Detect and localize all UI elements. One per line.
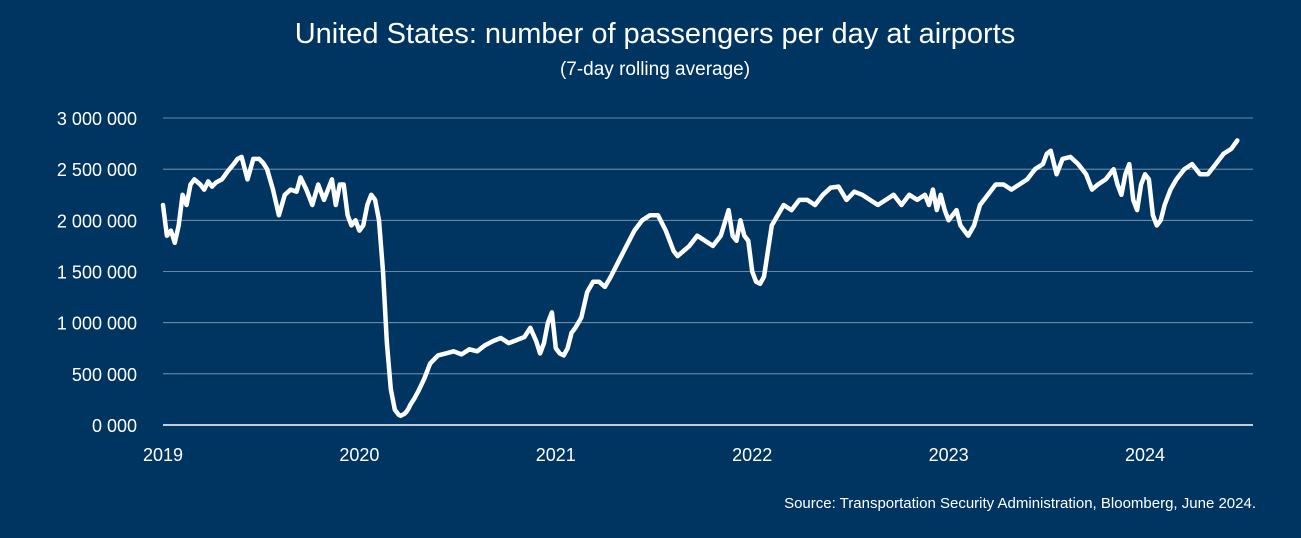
- y-tick-label: 2 500 000: [57, 160, 137, 180]
- passengers-series-line: [160, 138, 1240, 419]
- gridlines: [163, 117, 1253, 375]
- y-tick-label: 0 000: [92, 416, 137, 436]
- y-tick-label: 1 000 000: [57, 314, 137, 334]
- x-tick-label: 2021: [536, 445, 576, 465]
- y-tick-label: 2 000 000: [57, 211, 137, 231]
- y-tick-label: 3 000 000: [57, 109, 137, 129]
- chart-subtitle: (7-day rolling average): [560, 59, 750, 80]
- y-tick-label: 1 500 000: [57, 263, 137, 283]
- x-axis-tick-labels: 2019 2020 2021 2022 2023 2024: [143, 445, 1165, 465]
- y-axis-tick-labels: 0 000 500 000 1 000 000 1 500 000 2 000 000 2…: [57, 109, 137, 436]
- x-tick-label: 2022: [732, 445, 772, 465]
- chart-title: United States: number of passengers per …: [295, 18, 1016, 50]
- x-tick-label: 2019: [143, 445, 183, 465]
- source-note: Source: Transportation Security Administ…: [784, 495, 1256, 512]
- x-tick-label: 2024: [1125, 445, 1165, 465]
- x-tick-label: 2020: [339, 445, 379, 465]
- x-tick-label: 2023: [929, 445, 969, 465]
- y-tick-label: 500 000: [72, 365, 137, 385]
